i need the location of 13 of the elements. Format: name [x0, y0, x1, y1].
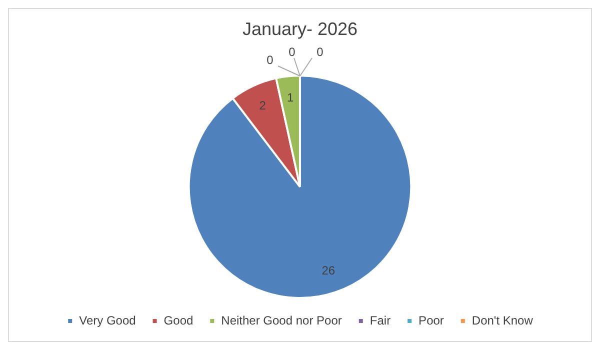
- legend-label: Poor: [418, 313, 444, 328]
- data-label: 2: [259, 98, 266, 112]
- text: 0: [288, 44, 296, 59]
- legend-label: Fair: [370, 313, 391, 328]
- text: 0: [266, 52, 274, 67]
- legend-label: Neither Good nor Poor: [221, 313, 342, 328]
- data-label: 26: [322, 263, 336, 278]
- legend-label: Very Good: [79, 313, 136, 328]
- data-label: 1: [287, 90, 294, 105]
- chart-title: January- 2026: [242, 18, 358, 39]
- legend-label: Good: [164, 313, 194, 328]
- text: 0: [316, 44, 324, 59]
- legend-label: Don't Know: [472, 313, 534, 328]
